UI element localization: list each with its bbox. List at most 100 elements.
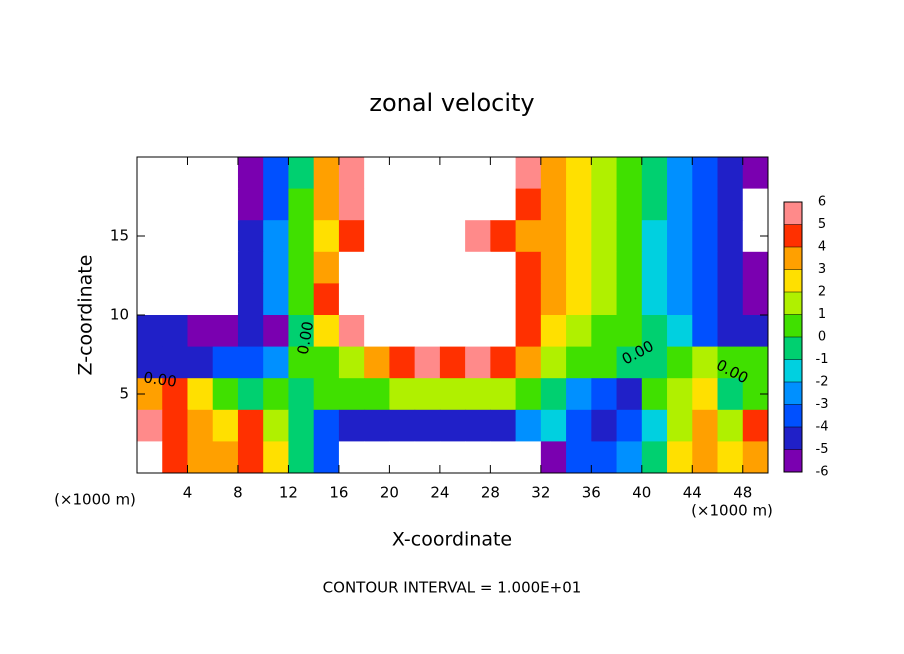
cell [137,441,163,474]
cell [667,283,693,316]
footer: CONTOUR INTERVAL = 1.000E+01 [323,579,582,597]
cell [364,283,390,316]
colorbar-band [784,427,802,450]
colorbar-tick-label: 3 [818,262,826,277]
cell [414,188,441,221]
cell [237,188,264,221]
cell [364,441,390,474]
cell [692,251,719,284]
cell [540,346,567,379]
cell [515,251,542,284]
y-tick-label: 15 [110,227,129,245]
cell [439,378,466,411]
cell [465,251,491,284]
cell [263,251,289,284]
cell [212,251,239,284]
cell [540,283,567,316]
cell [237,220,264,253]
cell [212,378,239,411]
cell [667,346,693,379]
cell [389,441,416,474]
cell [338,220,365,253]
cell [717,220,744,253]
cell [263,220,289,253]
cell [692,315,719,348]
cell [187,188,214,221]
cell [263,283,289,316]
cell [667,220,693,253]
cell [389,188,416,221]
cell [667,441,693,474]
cell [742,188,769,221]
cell [591,251,618,284]
cell [364,220,390,253]
cell [288,188,315,221]
cell [717,283,744,316]
cell [439,441,466,474]
cell [137,283,163,316]
cell [364,188,390,221]
cell [137,409,163,442]
cell [591,441,618,474]
cell [490,378,517,411]
colorbar-tick-label: -6 [816,465,829,480]
cell [641,409,668,442]
cell [566,346,592,379]
cell [616,283,643,316]
cell [641,157,668,190]
colorbar-tick-label: 2 [818,285,826,300]
cell [212,283,239,316]
colorbar-band [784,337,802,360]
cell [187,251,214,284]
x-tick-label: 8 [233,484,243,502]
cell [540,251,567,284]
cell [237,378,264,411]
cell [439,220,466,253]
cell [439,157,466,190]
cell [616,378,643,411]
cell [338,441,365,474]
x-tick-label: 40 [632,484,651,502]
cell [566,378,592,411]
colorbar-tick-label: -4 [816,420,829,435]
cell [490,157,517,190]
cell [313,315,340,348]
cell [540,441,567,474]
cell [742,346,769,379]
cell [717,251,744,284]
cell [313,346,340,379]
cell [313,378,340,411]
cell [591,409,618,442]
cell [566,157,592,190]
colorbar-tick-label: 5 [818,217,826,232]
cell [364,346,390,379]
cell [137,315,163,348]
cell [263,188,289,221]
cell [540,188,567,221]
cell [515,441,542,474]
cell [717,441,744,474]
colorbar-tick-label: -3 [816,397,829,412]
colorbar-tick-label: 0 [818,330,826,345]
cell [667,188,693,221]
colorbar-band [784,359,802,382]
cell [717,378,744,411]
y-tick-label: 10 [110,306,129,324]
cell [313,220,340,253]
cell [237,346,264,379]
cell [465,157,491,190]
cell [566,251,592,284]
cell [313,251,340,284]
cell [288,315,315,348]
cell [591,220,618,253]
cell [591,315,618,348]
cell [616,251,643,284]
cell [187,441,214,474]
cell [717,409,744,442]
cell [187,378,214,411]
cell [616,409,643,442]
cell [237,157,264,190]
cell [566,188,592,221]
cell [338,251,365,284]
x-tick-label: 24 [430,484,449,502]
